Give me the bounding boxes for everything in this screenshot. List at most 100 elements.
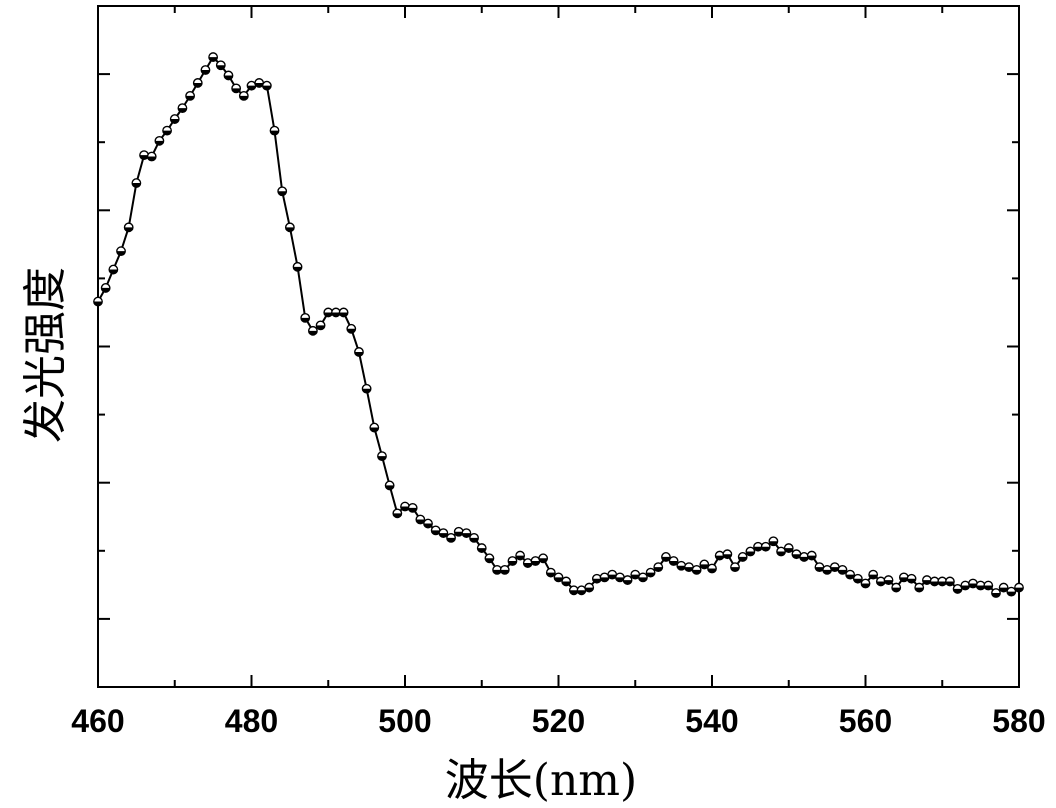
data-point [639, 573, 647, 581]
data-point [692, 566, 700, 574]
data-point [808, 551, 816, 559]
data-point [593, 575, 601, 583]
data-point [125, 223, 133, 231]
x-tick-label: 560 [839, 703, 892, 739]
data-point [393, 509, 401, 517]
data-point [869, 570, 877, 578]
data-point [470, 534, 478, 542]
data-point [884, 576, 892, 584]
data-point [708, 564, 716, 572]
data-point [547, 568, 555, 576]
data-point [339, 308, 347, 316]
data-point [715, 551, 723, 559]
data-point [861, 579, 869, 587]
data-point [508, 557, 516, 565]
data-point [286, 223, 294, 231]
data-point [915, 583, 923, 591]
data-point [401, 502, 409, 510]
data-point [378, 452, 386, 460]
x-axis-title: 波长(nm) [445, 755, 637, 806]
x-tick-label: 540 [685, 703, 738, 739]
data-point [800, 553, 808, 561]
data-point [148, 152, 156, 160]
data-point [240, 92, 248, 100]
data-point [232, 84, 240, 92]
data-point [762, 543, 770, 551]
data-point [408, 504, 416, 512]
data-point [892, 583, 900, 591]
x-tick-labels: 460480500520540560580 [71, 703, 1045, 739]
data-point [270, 126, 278, 134]
data-point [669, 557, 677, 565]
data-point [923, 576, 931, 584]
data-point [455, 528, 463, 536]
data-point [132, 179, 140, 187]
data-point [347, 325, 355, 333]
x-tick-label: 460 [71, 703, 124, 739]
data-point [739, 553, 747, 561]
data-point [478, 544, 486, 552]
data-point [186, 92, 194, 100]
data-point [370, 423, 378, 431]
x-tick-label: 500 [378, 703, 431, 739]
data-point [362, 385, 370, 393]
data-point [201, 66, 209, 74]
series-line-group [98, 57, 1019, 593]
data-point [984, 581, 992, 589]
data-point [355, 348, 363, 356]
data-point [209, 53, 217, 61]
data-point [623, 576, 631, 584]
x-tick-label: 480 [225, 703, 278, 739]
data-point [769, 537, 777, 545]
data-point [439, 529, 447, 537]
data-point [117, 247, 125, 255]
data-point [946, 577, 954, 585]
data-point [155, 137, 163, 145]
data-point [462, 529, 470, 537]
data-point [746, 547, 754, 555]
data-point [516, 551, 524, 559]
data-point [316, 321, 324, 329]
data-point [485, 554, 493, 562]
data-point [301, 314, 309, 322]
data-point [163, 126, 171, 134]
data-point [447, 534, 455, 542]
y-axis-title: 发光强度 [20, 267, 71, 443]
data-point [585, 583, 593, 591]
data-point [424, 519, 432, 527]
data-point [900, 573, 908, 581]
data-point [731, 563, 739, 571]
data-point [907, 575, 915, 583]
data-point [677, 562, 685, 570]
data-point [785, 544, 793, 552]
data-point [278, 187, 286, 195]
data-point [101, 284, 109, 292]
data-point [94, 297, 102, 305]
data-point [877, 577, 885, 585]
series-line [98, 57, 1019, 593]
data-point [140, 151, 148, 159]
data-point [838, 566, 846, 574]
data-point [992, 589, 1000, 597]
data-point [309, 327, 317, 335]
data-point [293, 263, 301, 271]
data-point [171, 115, 179, 123]
data-point [263, 81, 271, 89]
data-point [194, 79, 202, 87]
data-point [723, 550, 731, 558]
data-point [646, 568, 654, 576]
data-point [217, 61, 225, 69]
data-point [109, 265, 117, 273]
data-point [854, 575, 862, 583]
data-point [654, 563, 662, 571]
data-point [562, 577, 570, 585]
data-point [178, 104, 186, 112]
data-point [385, 481, 393, 489]
x-tick-label: 520 [532, 703, 585, 739]
data-point [1015, 583, 1023, 591]
data-point [501, 566, 509, 574]
data-point [539, 554, 547, 562]
data-point [224, 71, 232, 79]
series-markers-group [94, 53, 1023, 597]
